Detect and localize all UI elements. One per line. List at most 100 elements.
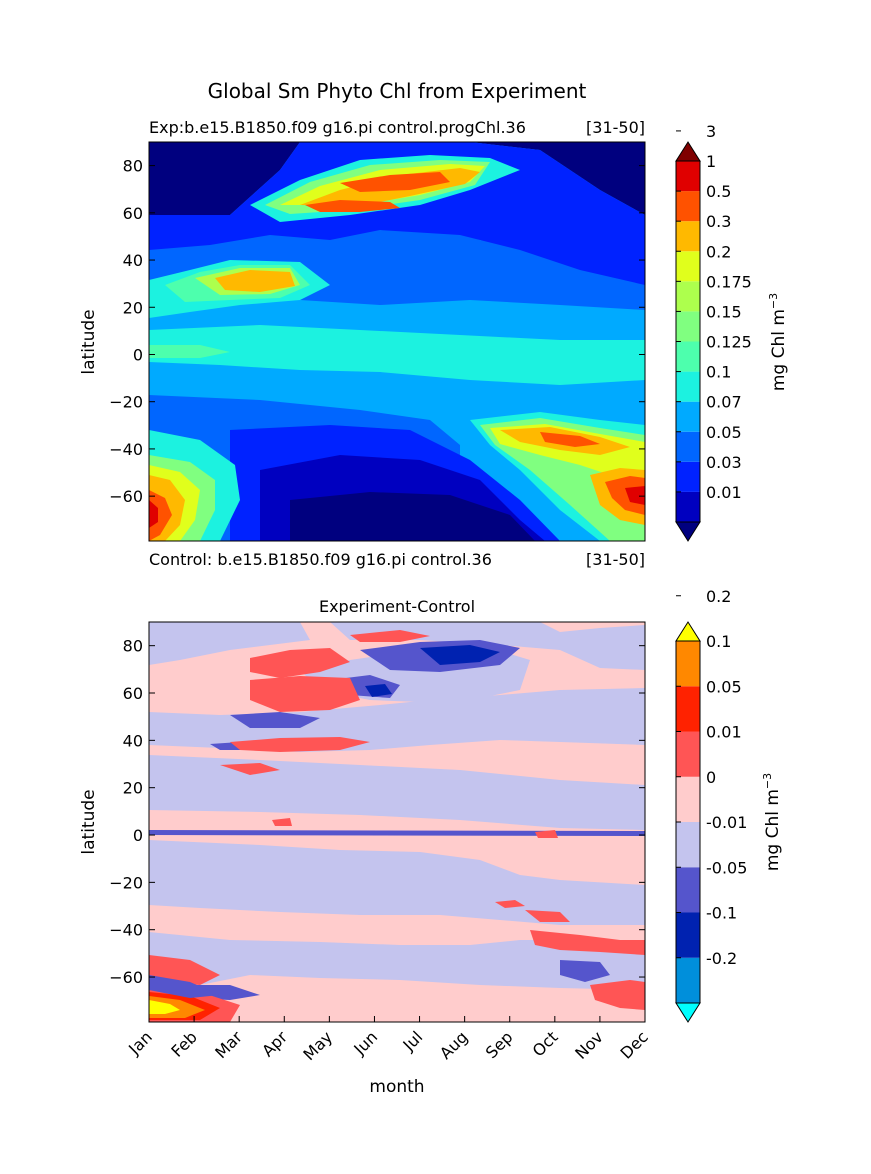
bottom-y-axis-label: latitude	[79, 789, 99, 854]
bottom-x-axis-label: month	[369, 1077, 424, 1097]
top-panel: Exp:b.e15.B1850.f09 g16.pi control.progC…	[79, 118, 789, 569]
top-title-left: Exp:b.e15.B1850.f09 g16.pi control.progC…	[149, 118, 526, 137]
colorbar-level-label: -0.01	[706, 813, 747, 832]
y-tick-label: 20	[123, 298, 143, 317]
top-south-darkred-dec2	[625, 486, 645, 505]
figure-title: Global Sm Phyto Chl from Experiment	[208, 79, 587, 103]
bottom-pos-dec-south	[590, 980, 645, 1010]
colorbar-swatch	[676, 251, 700, 282]
colorbar-swatch	[676, 957, 700, 1003]
y-tick-label: −60	[109, 487, 143, 506]
colorbar-level-label: 0.1	[706, 363, 731, 382]
colorbar-swatch	[676, 867, 700, 913]
colorbar-level-label: 0.3	[706, 212, 731, 231]
x-tick-label: Jul	[399, 1027, 427, 1055]
x-tick-label: Nov	[571, 1027, 607, 1063]
bottom-pos-north-bloom2	[250, 676, 360, 712]
bottom-pos-north-bloom1	[250, 648, 350, 678]
bottom-plot-frame	[148, 621, 646, 1023]
top-colorbar: 0.01 0.03 0.05 0.07 0.1 0.125 0.15 0.175 0.2 0.3 0…	[675, 122, 752, 542]
colorbar-swatch	[676, 191, 700, 222]
top-title-right: [31-50]	[586, 118, 645, 137]
bottom-plot-area	[149, 622, 645, 1022]
colorbar-level-label: 0.1	[706, 632, 731, 651]
top-south-darkest	[290, 492, 535, 541]
y-tick-label: 0	[133, 826, 143, 845]
bottom-pos-oct-south	[525, 910, 570, 922]
colorbar-level-label: 0	[706, 768, 716, 787]
top-equatorial-teal	[149, 325, 645, 385]
bottom-pos-jan-south	[149, 955, 220, 985]
colorbar-extend-min	[675, 1002, 701, 1023]
colorbar-level-label: 0.01	[706, 483, 742, 502]
x-tick-label: Feb	[167, 1027, 200, 1060]
colorbar-level-label: -0.05	[706, 858, 747, 877]
colorbar-swatch	[676, 461, 700, 492]
top-south-red-jan	[149, 490, 172, 541]
colorbar-level-label: 0.05	[706, 677, 742, 696]
top-band-north-dark	[149, 142, 645, 215]
colorbar-level-label: 0.03	[706, 453, 742, 472]
top-y-ticks: 80 60 40 20 0 −20 −40 −60	[109, 157, 645, 506]
bottom-pos-north-40	[230, 737, 370, 752]
top-south-red-dec2	[605, 476, 645, 515]
top-equatorial-green	[149, 345, 230, 358]
colorbar-level-label: 3	[706, 122, 716, 141]
bottom-neg-subtrop	[149, 755, 645, 830]
colorbar-swatch	[676, 686, 700, 732]
colorbar-swatch	[676, 731, 700, 777]
colorbar-level-label: 0.15	[706, 302, 742, 321]
bottom-pos-equator-apr	[272, 818, 292, 826]
colorbar-level-label: 0.2	[706, 242, 731, 261]
x-tick-label: Mar	[211, 1027, 246, 1062]
bottom-neg-midlat-north	[149, 688, 645, 752]
colorbar-level-label: -0.2	[706, 949, 737, 968]
bottom-pos-north-jul	[350, 630, 430, 642]
x-tick-label: Sep	[482, 1027, 517, 1062]
bottom-pos-jan-yellow	[149, 1000, 180, 1014]
x-tick-label: Dec	[616, 1027, 651, 1062]
y-tick-label: 40	[123, 731, 143, 750]
top-north-red-bloom-1	[340, 172, 450, 192]
colorbar-swatch	[676, 912, 700, 958]
bottom-pos-oct	[535, 830, 558, 838]
top-plot-area	[149, 142, 645, 541]
top-subtrop-north-orange	[215, 270, 295, 292]
top-plot-frame	[148, 141, 646, 542]
x-tick-label: Apr	[258, 1027, 291, 1060]
y-tick-label: 80	[123, 157, 143, 176]
colorbar-swatch	[676, 431, 700, 462]
colorbar-swatch	[676, 281, 700, 312]
colorbar-level-label: 0.125	[706, 333, 752, 352]
top-colorbar-label: mg Chl m−3	[767, 293, 789, 391]
colorbar-extend-min	[675, 521, 701, 542]
y-tick-label: 60	[123, 684, 143, 703]
x-tick-label: Aug	[436, 1027, 472, 1063]
colorbar-level-label: 0.2	[706, 587, 731, 606]
bottom-y-ticks: 80 60 40 20 0 −20 −40 −60	[109, 637, 645, 987]
colorbar-swatch	[676, 401, 700, 432]
top-subtitle-left: Control: b.e15.B1850.f09 g16.pi control.…	[149, 550, 492, 569]
bottom-colorbar-label: mg Chl m−3	[761, 773, 783, 871]
top-south-darkred-jan	[149, 500, 158, 528]
colorbar-level-label: 0.5	[706, 182, 731, 201]
colorbar-level-label: 1	[706, 152, 716, 171]
colorbar-extend-max	[675, 621, 701, 642]
bottom-neg-jan-blue	[149, 975, 220, 998]
colorbar-level-label: 0.175	[706, 272, 752, 291]
y-tick-label: 40	[123, 251, 143, 270]
colorbar-extend-max	[675, 141, 701, 162]
bottom-panel: Experiment-Control	[79, 587, 783, 1097]
colorbar-level-label: -0.1	[706, 904, 737, 923]
bottom-title: Experiment-Control	[319, 597, 475, 616]
y-tick-label: −60	[109, 968, 143, 987]
y-tick-label: 20	[123, 779, 143, 798]
y-tick-label: 0	[133, 345, 143, 364]
bottom-pos-north-30	[220, 763, 280, 775]
y-tick-label: 60	[123, 204, 143, 223]
colorbar-swatch	[676, 371, 700, 402]
colorbar-level-label: 0.05	[706, 423, 742, 442]
bottom-x-ticks: Jan Feb Mar Apr May Jun Jul Aug Sep Oct Nov Dec	[124, 1016, 652, 1064]
bottom-pos-sep	[495, 900, 525, 908]
